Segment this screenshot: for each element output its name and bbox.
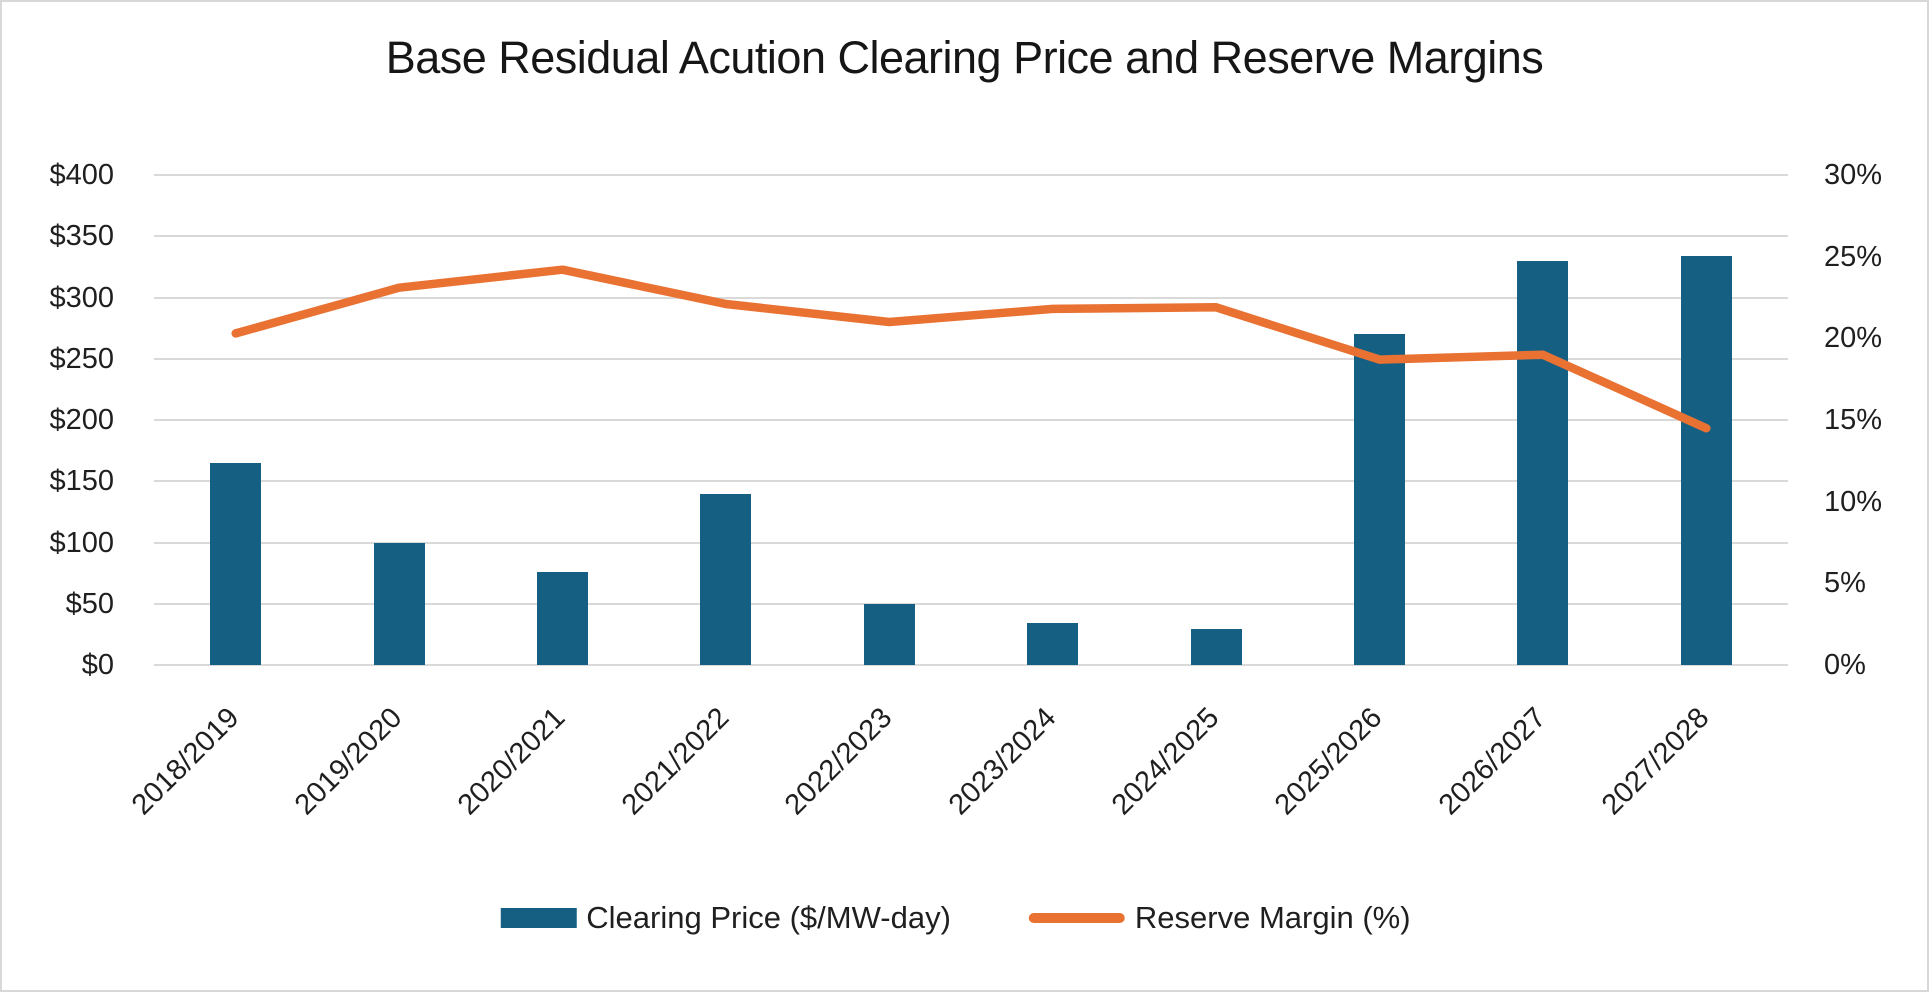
clearing-price-bar	[210, 462, 262, 665]
gridline	[154, 664, 1788, 666]
right-axis-tick-label: 30%	[1824, 159, 1883, 191]
clearing-price-bar	[373, 542, 425, 665]
x-axis-tick-label: 2021/2022	[615, 701, 736, 822]
right-axis-tick-label: 25%	[1824, 240, 1883, 273]
gridline	[154, 235, 1788, 238]
clearing-price-bar	[1354, 334, 1405, 665]
x-axis-tick-label: 2024/2025	[1105, 701, 1226, 822]
legend-item-clearing-price: Clearing Price ($/MW-day)	[500, 900, 951, 936]
left-axis-tick-label: $150	[49, 465, 114, 498]
left-axis-tick-label: $300	[49, 281, 114, 314]
x-axis-tick-label: 2023/2024	[942, 701, 1063, 822]
right-axis-tick-label: 5%	[1824, 567, 1866, 600]
x-axis-tick-label: 2019/2020	[288, 701, 409, 822]
gridline	[154, 174, 1788, 176]
left-axis-tick-label: $350	[49, 220, 114, 253]
gridline	[154, 541, 1788, 544]
left-axis-tick-label: $50	[65, 587, 114, 620]
legend-label-reserve-margin: Reserve Margin (%)	[1134, 900, 1411, 935]
x-axis-tick-label: 2026/2027	[1432, 701, 1553, 822]
left-axis-tick-label: $200	[49, 404, 114, 436]
right-axis-tick-label: 10%	[1824, 485, 1883, 518]
right-axis-tick-label: 0%	[1824, 649, 1866, 681]
left-axis-tick-label: $400	[49, 159, 114, 191]
clearing-price-swatch	[500, 908, 577, 928]
x-axis-tick-label: 2018/2019	[125, 701, 246, 822]
legend-item-reserve-margin: Reserve Margin (%)	[1028, 900, 1411, 936]
legend: Clearing Price ($/MW-day) Reserve Margin…	[500, 900, 1411, 936]
x-axis-tick-label: 2025/2026	[1269, 701, 1389, 822]
left-axis-tick-label: $250	[49, 342, 114, 375]
clearing-price-bar	[863, 603, 915, 665]
legend-label-clearing-price: Clearing Price ($/MW-day)	[586, 900, 951, 935]
clearing-price-bar	[537, 571, 588, 665]
clearing-price-bar	[1680, 255, 1732, 665]
clearing-price-bar	[1027, 623, 1079, 665]
x-axis-tick-label: 2027/2028	[1596, 701, 1716, 822]
right-axis-tick-label: 15%	[1824, 404, 1883, 436]
right-axis-tick-label: 20%	[1824, 322, 1883, 355]
chart-title: Base Residual Acution Clearing Price and…	[385, 32, 1544, 83]
clearing-price-bar	[1190, 629, 1242, 665]
x-axis-tick-label: 2022/2023	[779, 701, 899, 822]
reserve-margin-polyline	[231, 265, 1711, 433]
clearing-price-bar	[1517, 260, 1569, 665]
reserve-margin-swatch	[1028, 913, 1125, 923]
clearing-price-bar	[700, 493, 752, 665]
gridline	[154, 602, 1788, 605]
gridline	[154, 480, 1788, 483]
left-axis-tick-label: $0	[81, 649, 114, 681]
x-axis-tick-label: 2020/2021	[452, 701, 572, 822]
left-axis-tick-label: $100	[49, 526, 114, 559]
